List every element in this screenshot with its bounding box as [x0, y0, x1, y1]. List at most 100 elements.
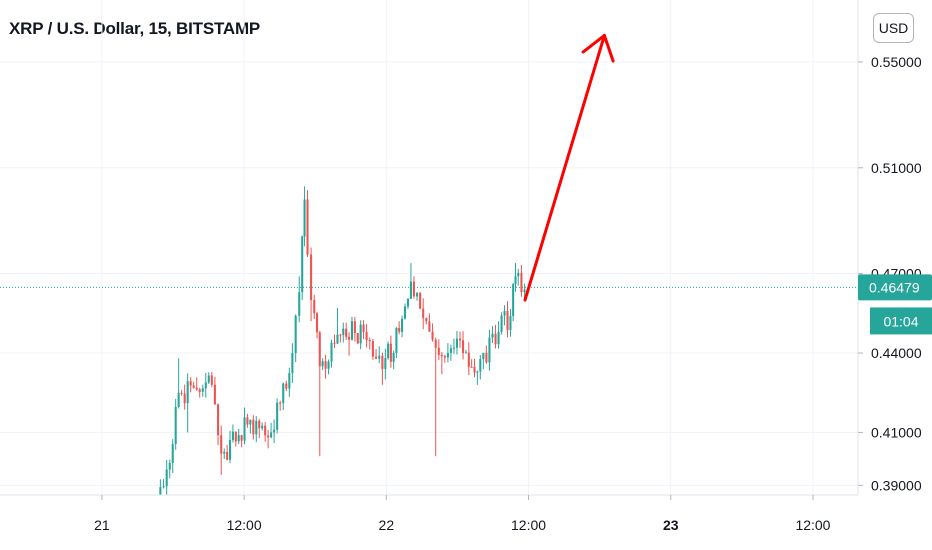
candle-up: [449, 348, 452, 353]
last-price-label: 0.46479: [869, 279, 920, 295]
candle-up: [350, 321, 354, 340]
candle-up: [291, 353, 294, 374]
candle-down: [183, 393, 186, 404]
chart-title: XRP / U.S. Dollar, 15, BITSTAMP: [9, 19, 261, 38]
candle-up: [162, 486, 165, 488]
candle-down: [306, 199, 309, 255]
countdown-label: 01:04: [883, 313, 918, 329]
candle-up: [294, 315, 297, 354]
candle-up: [359, 324, 362, 344]
candle-down: [234, 431, 237, 442]
y-tick-label: 0.51000: [871, 160, 922, 176]
candle-down: [252, 419, 255, 435]
y-tick-label: 0.39000: [871, 477, 922, 493]
candle-down: [213, 384, 216, 405]
candle-up: [168, 462, 171, 470]
candle-down: [494, 333, 497, 345]
candle-up: [517, 272, 520, 277]
candle-down: [443, 356, 446, 358]
candle-down: [470, 366, 473, 368]
candle-down: [422, 308, 425, 319]
candle-up: [321, 361, 324, 367]
candle-up: [497, 331, 500, 345]
candle-down: [192, 385, 195, 388]
candle-down: [339, 334, 342, 336]
candle-down: [419, 293, 422, 309]
candle-down: [195, 387, 198, 390]
candle-down: [368, 340, 371, 342]
candle-down: [246, 417, 249, 425]
candle-up: [491, 333, 494, 338]
candle-down: [267, 435, 270, 438]
candle-up: [243, 417, 246, 441]
candle-up: [159, 487, 162, 495]
candle-down: [258, 420, 261, 429]
candle-up: [387, 343, 390, 359]
time-axis[interactable]: 21 12:00 22 12:00 23 12:00: [94, 495, 831, 533]
candle-down: [240, 435, 243, 441]
x-tick-label: 12:00: [795, 517, 830, 533]
candle-up: [384, 358, 387, 369]
candle-up: [392, 352, 395, 362]
countdown-tag: [870, 307, 932, 335]
candle-down: [217, 404, 220, 436]
candle-up: [174, 406, 177, 445]
candle-down: [313, 300, 316, 314]
candle-up: [207, 375, 210, 383]
price-axis[interactable]: 0.550000.510000.470000.440000.410000.390…: [858, 54, 922, 493]
candles: [159, 186, 526, 495]
candle-up: [488, 337, 491, 363]
candle-up: [186, 381, 189, 404]
candle-down: [485, 352, 488, 363]
candle-down: [389, 343, 392, 362]
candle-up: [403, 306, 407, 319]
candle-up: [514, 276, 517, 285]
candle-up: [204, 382, 207, 389]
candle-up: [223, 451, 226, 454]
candle-up: [523, 289, 526, 293]
candle-up: [276, 402, 279, 430]
candle-up: [503, 311, 506, 316]
y-tick-label: 0.41000: [871, 424, 922, 440]
y-tick-label: 0.44000: [871, 345, 922, 361]
x-tick-label: 12:00: [511, 517, 546, 533]
candle-down: [324, 361, 327, 369]
candle-down: [520, 272, 523, 293]
candle-up: [301, 236, 304, 293]
candle-up: [255, 420, 258, 435]
candle-up: [401, 318, 404, 332]
candle-down: [315, 313, 319, 333]
candle-down: [285, 383, 288, 389]
annotation-arrow-shaft[interactable]: [523, 33, 606, 302]
candle-up: [446, 352, 449, 358]
overlays: [0, 33, 858, 302]
candle-up: [406, 298, 410, 307]
candle-down: [356, 332, 359, 344]
candle-down: [333, 342, 336, 344]
candle-up: [452, 347, 455, 349]
candle-up: [270, 432, 273, 438]
currency-button[interactable]: USD: [873, 13, 914, 43]
candle-down: [412, 281, 415, 297]
candle-down: [467, 352, 470, 367]
annotation-arrow-head[interactable]: [581, 33, 615, 63]
candle-up: [455, 338, 459, 348]
candle-down: [434, 339, 437, 348]
candle-down: [210, 375, 213, 385]
candle-up: [409, 281, 412, 299]
candle-up: [303, 199, 306, 237]
candle-up: [330, 342, 333, 362]
candle-down: [431, 331, 434, 340]
candle-down: [362, 324, 365, 332]
candle-down: [462, 340, 465, 354]
candle-up: [261, 425, 264, 429]
candle-down: [437, 347, 440, 355]
candle-down: [428, 321, 431, 332]
candle-down: [381, 355, 384, 369]
candle-up: [249, 419, 252, 425]
candle-down: [220, 435, 223, 454]
candle-down: [440, 354, 443, 357]
x-tick-label: 12:00: [227, 517, 262, 533]
